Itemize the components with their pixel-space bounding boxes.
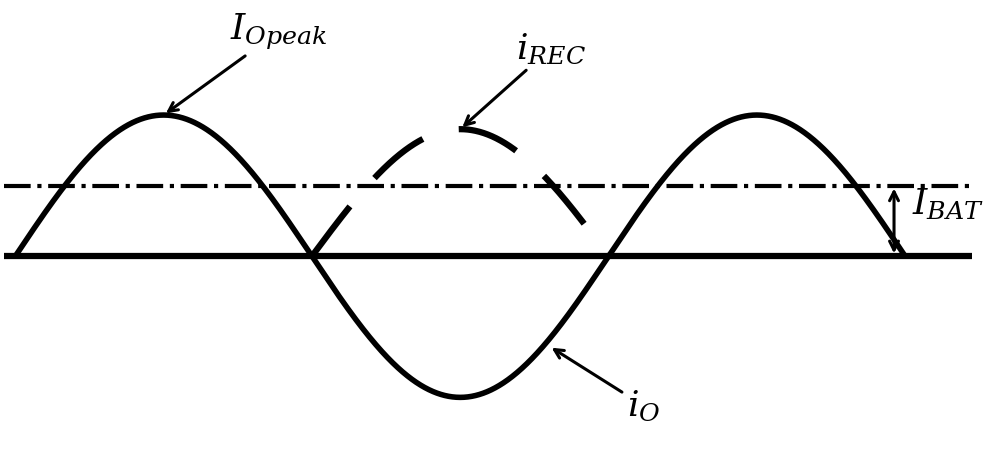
Text: $i_{REC}$: $i_{REC}$ [465,31,586,125]
Text: $I_{Opeak}$: $I_{Opeak}$ [169,11,328,111]
Text: $i_{O}$: $i_{O}$ [554,349,661,423]
Text: $I_{BAT}$: $I_{BAT}$ [912,186,984,222]
